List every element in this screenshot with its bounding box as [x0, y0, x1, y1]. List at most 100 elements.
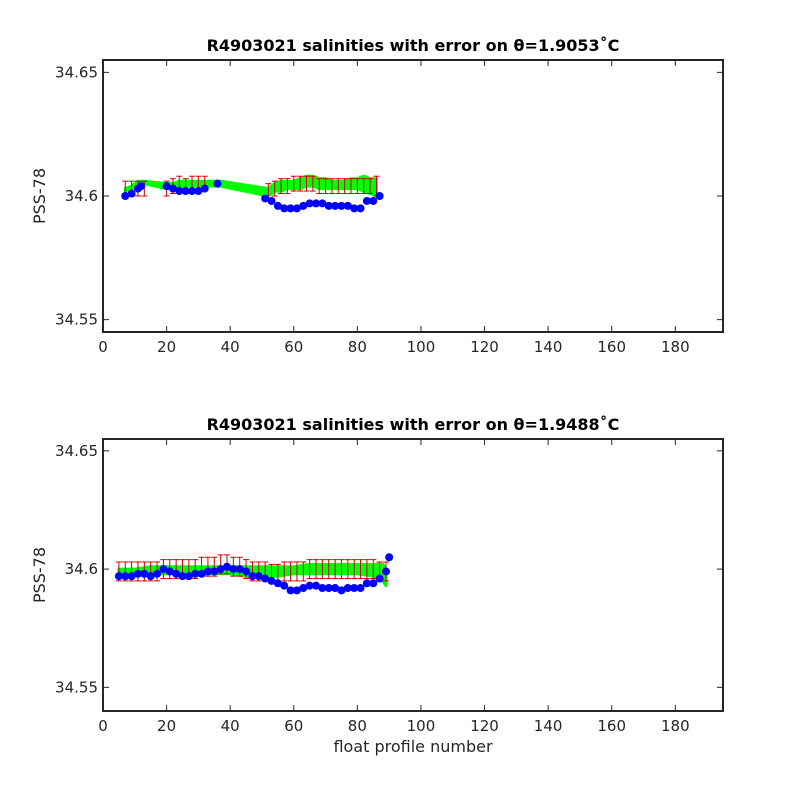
x-tick-label: 140	[534, 717, 563, 735]
y-tick-label: 34.55	[55, 311, 98, 329]
float-salinity-point	[133, 569, 142, 578]
float-salinity-point	[153, 569, 162, 578]
float-salinity-point	[343, 584, 352, 593]
float-salinity-point	[127, 572, 136, 581]
float-salinity-point	[312, 199, 321, 208]
float-salinity-point	[280, 581, 289, 590]
x-axis-label: float profile number	[333, 737, 493, 756]
float-salinity-point	[168, 184, 177, 193]
float-salinity-point	[261, 574, 270, 583]
float-salinity-point	[273, 579, 282, 588]
float-salinity-point	[191, 569, 200, 578]
float-salinity-point	[140, 569, 149, 578]
float-salinity-point	[248, 572, 257, 581]
float-salinity-point	[254, 572, 263, 581]
float-salinity-point	[362, 196, 371, 205]
float-salinity-point	[375, 192, 384, 200]
float-salinity-point	[184, 572, 193, 581]
float-salinity-point	[162, 182, 171, 191]
float-salinity-point	[331, 584, 340, 593]
float-salinity-point	[213, 179, 222, 188]
float-salinity-point	[343, 201, 352, 210]
x-tick-label: 160	[597, 717, 626, 735]
float-salinity-point	[331, 201, 340, 210]
float-salinity-point	[356, 584, 365, 593]
float-salinity-point	[114, 572, 123, 581]
float-salinity-point	[127, 189, 136, 198]
y-tick-label: 34.65	[55, 63, 98, 81]
float-salinity-point	[312, 581, 321, 590]
x-tick-label: 100	[407, 717, 436, 735]
chart-title: R4903021 salinities with error on θ=1.94…	[207, 415, 620, 434]
float-salinity-point	[292, 204, 301, 213]
x-tick-label: 120	[470, 717, 499, 735]
float-salinity-point	[181, 187, 190, 196]
float-salinity-point	[242, 567, 251, 576]
float-salinity-point	[350, 584, 359, 593]
y-tick-label: 34.55	[55, 678, 98, 696]
float-salinity-point	[305, 199, 314, 208]
float-salinity-point	[267, 576, 276, 585]
x-tick-label: 160	[597, 338, 626, 356]
float-salinity-point	[200, 184, 209, 193]
float-salinity-point	[324, 201, 333, 210]
float-salinity-point	[299, 584, 308, 593]
x-tick-label: 40	[221, 717, 240, 735]
plot-frame	[102, 438, 724, 712]
float-salinity-point	[318, 199, 327, 208]
float-salinity-point	[324, 584, 333, 593]
float-salinity-point	[369, 196, 378, 205]
x-tick-label: 180	[661, 717, 690, 735]
float-salinity-point	[121, 192, 130, 200]
y-tick-label: 34.65	[55, 442, 98, 460]
float-salinity-point	[350, 204, 359, 213]
float-salinity-point	[210, 567, 219, 576]
float-salinity-point	[261, 194, 270, 203]
float-salinity-point	[280, 204, 289, 213]
float-salinity-point	[175, 187, 184, 196]
float-salinity-point	[216, 565, 225, 574]
float-salinity-point	[369, 579, 378, 588]
float-salinity-point	[197, 569, 206, 578]
float-salinity-point	[235, 565, 244, 574]
float-salinity-point	[286, 204, 295, 213]
float-salinity-point	[146, 572, 155, 581]
x-tick-label: 40	[221, 338, 240, 356]
float-salinity-point	[203, 567, 212, 576]
float-salinity-point	[273, 201, 282, 210]
y-tick-label: 34.6	[65, 560, 98, 578]
x-tick-label: 140	[534, 338, 563, 356]
float-salinity-point	[165, 567, 174, 576]
float-salinity-point	[385, 553, 394, 562]
float-salinity-point	[337, 201, 346, 210]
chart-panel-top: R4903021 salinities with error on θ=1.90…	[30, 36, 724, 356]
float-salinity-point	[318, 584, 327, 593]
float-salinity-point	[362, 579, 371, 588]
x-tick-label: 120	[470, 338, 499, 356]
chart-panel-bottom: R4903021 salinities with error on θ=1.94…	[30, 415, 724, 756]
float-salinity-point	[267, 196, 276, 205]
x-tick-label: 0	[98, 717, 108, 735]
float-salinity-point	[299, 201, 308, 210]
x-tick-label: 80	[348, 717, 367, 735]
y-tick-label: 34.6	[65, 187, 98, 205]
y-axis-label: PSS-78	[30, 168, 49, 224]
chart-title: R4903021 salinities with error on θ=1.90…	[207, 36, 620, 55]
float-salinity-point	[121, 572, 130, 581]
float-salinity-point	[292, 586, 301, 595]
float-salinity-point	[188, 187, 197, 196]
float-salinity-point	[229, 565, 238, 574]
plot-frame	[102, 59, 724, 333]
x-tick-label: 60	[284, 338, 303, 356]
x-tick-label: 80	[348, 338, 367, 356]
float-salinity-point	[137, 182, 146, 191]
float-salinity-point	[356, 204, 365, 213]
x-tick-label: 180	[661, 338, 690, 356]
float-salinity-point	[381, 567, 390, 576]
float-salinity-point	[286, 586, 295, 595]
float-salinity-point	[172, 569, 181, 578]
float-salinity-point	[305, 581, 314, 590]
y-axis-label: PSS-78	[30, 547, 49, 603]
